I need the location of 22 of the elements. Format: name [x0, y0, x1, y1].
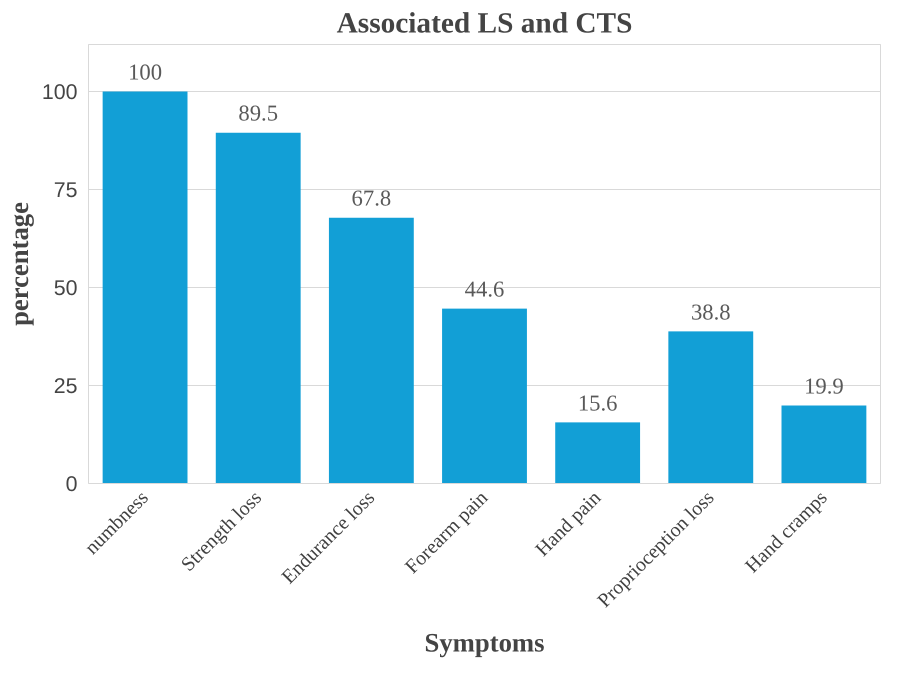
- bar: [668, 331, 754, 484]
- data-label: 19.9: [804, 374, 844, 398]
- chart-title: Associated LS and CTS: [336, 8, 632, 40]
- y-axis-title: percentage: [4, 202, 34, 326]
- bar: [216, 132, 301, 484]
- bar: [102, 92, 188, 484]
- data-label: 67.8: [352, 186, 392, 211]
- y-tick-label: 0: [66, 472, 78, 496]
- data-label: 15.6: [578, 390, 618, 416]
- data-label: 44.6: [464, 276, 504, 302]
- y-tick-label: 75: [54, 178, 78, 202]
- x-axis-title: Symptoms: [424, 628, 544, 658]
- y-tick-label: 25: [54, 374, 78, 398]
- data-label: 100: [128, 60, 162, 85]
- data-label: 89.5: [238, 100, 278, 126]
- bar: [782, 406, 866, 484]
- y-tick-label: 100: [42, 80, 78, 104]
- bar: [442, 308, 527, 484]
- bar: [555, 422, 640, 484]
- bar: [328, 218, 414, 484]
- y-tick-label: 50: [54, 276, 78, 300]
- data-label: 38.8: [690, 299, 731, 324]
